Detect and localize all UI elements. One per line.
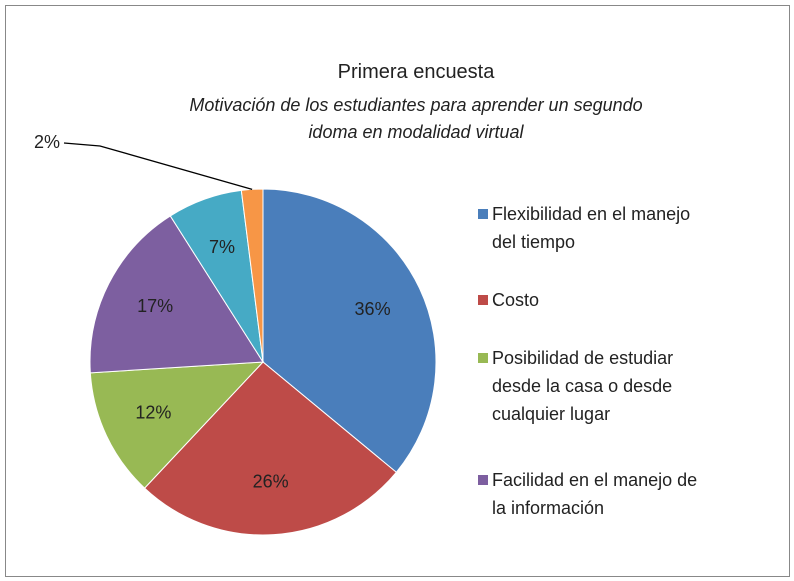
legend-item: Posibilidad de estudiar desde la casa o …	[478, 344, 708, 428]
data-label: 17%	[137, 296, 173, 316]
chart-title: Primera encuesta	[337, 61, 495, 83]
pie-slice	[89, 215, 264, 374]
legend-item: Facilidad en el manejo de la información	[478, 466, 708, 522]
legend-swatch	[478, 353, 488, 363]
legend-label: Facilidad en el manejo de la información	[492, 470, 698, 518]
legend-label: Costo	[492, 290, 540, 310]
legend-swatch	[478, 209, 488, 219]
legend-label: Flexibilidad en el manejo del tiempo	[492, 204, 691, 252]
legend-swatch	[478, 475, 488, 485]
leader-line	[63, 142, 253, 190]
legend-item: Costo	[478, 286, 708, 314]
chart-subtitle: Motivación de los estudiantes para apren…	[189, 95, 643, 142]
pie-slice	[262, 188, 437, 473]
legend-item: Flexibilidad en el manejo del tiempo	[478, 200, 708, 256]
data-label: 36%	[355, 299, 391, 319]
data-label: 12%	[135, 402, 171, 422]
legend-label: Posibilidad de estudiar desde la casa o …	[492, 348, 674, 424]
legend-swatch	[478, 295, 488, 305]
pie-slice	[143, 361, 398, 536]
data-label: 2%	[34, 132, 60, 152]
data-label: 26%	[253, 472, 289, 492]
data-label: 7%	[209, 237, 235, 257]
pie-slice	[89, 361, 265, 489]
